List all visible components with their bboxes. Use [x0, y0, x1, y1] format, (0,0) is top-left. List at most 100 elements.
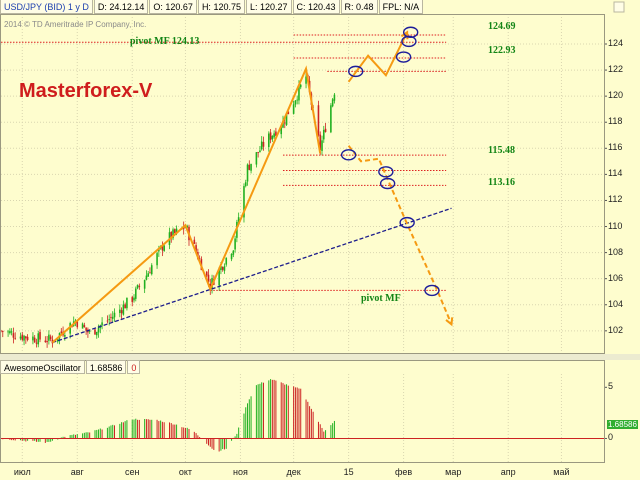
level-label-115-48: 115.48: [488, 145, 515, 156]
candle-body: [292, 104, 295, 114]
candle-body: [225, 257, 228, 265]
candle-body: [248, 164, 251, 170]
candle-body: [198, 258, 201, 260]
candle-body: [246, 164, 249, 182]
candle-body: [94, 329, 96, 335]
candle-body: [110, 317, 112, 319]
candle-body: [207, 274, 210, 282]
y-tick-label: 120: [608, 90, 624, 101]
candle-body: [285, 113, 288, 125]
level-label-113-16: 113.16: [488, 177, 515, 188]
candle-body: [172, 229, 174, 239]
y-tick-label: 124: [608, 37, 624, 48]
pivot-marker: [402, 26, 419, 38]
candle-body: [147, 273, 150, 277]
candle-body: [269, 132, 272, 140]
x-tick-label: дек: [286, 467, 301, 477]
candle-body: [163, 245, 165, 251]
y-tick-label: 110: [608, 220, 623, 231]
candle-body: [294, 100, 297, 105]
candle-body: [81, 323, 84, 329]
candle-body: [95, 331, 98, 336]
candle-body: [271, 135, 274, 140]
x-tick-label: мар: [445, 467, 462, 477]
y-tick-label: 118: [608, 116, 623, 127]
candle-body: [143, 279, 146, 289]
copyright-note: 2014 © TD Ameritrade IP Company, Inc.: [4, 20, 147, 29]
y-tick-label: 116: [608, 142, 623, 153]
candle-body: [108, 319, 110, 321]
candle-body: [298, 85, 300, 101]
y-tick-label: 114: [608, 168, 623, 179]
candle-body: [150, 265, 153, 275]
candle-body: [324, 128, 327, 132]
candle-body: [170, 231, 173, 239]
candle-body: [124, 304, 126, 309]
candle-body: [14, 337, 16, 339]
level-label-122-93: 122.93: [488, 45, 516, 56]
candle-body: [223, 266, 226, 271]
candle-body: [149, 272, 151, 274]
candle-body: [287, 111, 290, 115]
y-tick-label: 104: [608, 298, 624, 309]
candle-body: [12, 333, 15, 338]
candle-body: [220, 266, 222, 271]
candle-body: [64, 335, 66, 337]
candle-body: [21, 334, 24, 340]
candle-body: [7, 331, 9, 333]
candle-body: [218, 268, 220, 286]
x-tick-label: окт: [178, 467, 193, 477]
candle-body: [305, 76, 307, 84]
candle-body: [255, 152, 258, 165]
candle-body: [280, 127, 283, 135]
candle-body: [136, 284, 139, 289]
candle-body: [97, 327, 100, 333]
candle-body: [273, 133, 275, 138]
y-tick-label: 108: [608, 246, 624, 257]
candle-body: [268, 133, 270, 148]
x-tick-label: фев: [394, 467, 413, 477]
candle-body: [60, 331, 63, 333]
pivot-marker: [340, 149, 357, 161]
candle-body: [175, 228, 178, 233]
chart-title: Masterforex-V: [19, 80, 153, 102]
candle-body: [243, 186, 245, 218]
close-readout: C: 120.43: [292, 0, 340, 14]
candle-body: [106, 320, 109, 322]
candle-body: [299, 84, 302, 88]
price-candles: [0, 73, 336, 348]
candle-body: [101, 322, 103, 326]
oscillator-zero: 0: [127, 360, 141, 374]
oscillator-bars: [0, 379, 604, 452]
candle-body: [321, 140, 323, 151]
candle-body: [39, 331, 41, 340]
pivot-marker: [378, 166, 394, 178]
symbol-label[interactable]: USD/JPY (BID) 1 у D: [0, 0, 93, 14]
candle-body: [221, 267, 224, 270]
oscillator-current-badge: 1.68586: [607, 420, 638, 429]
low-readout: L: 120.27: [245, 0, 292, 14]
candle-body: [83, 325, 86, 328]
candle-body: [26, 336, 29, 340]
candle-body: [33, 337, 36, 343]
candle-body: [138, 285, 141, 287]
candle-body: [195, 245, 197, 253]
candle-body: [69, 323, 71, 334]
forecast-up-path: [347, 31, 408, 83]
candle-body: [134, 288, 137, 299]
oscillator-info-bar: AwesomeOscillator 1.68586 0: [0, 360, 141, 374]
candle-body: [275, 131, 277, 136]
candle-body: [1, 330, 4, 332]
candle-body: [230, 254, 233, 260]
y-tick-label: 106: [608, 272, 624, 283]
candle-body: [76, 321, 79, 328]
candle-body: [259, 150, 261, 153]
oscillator-panel-frame: [0, 360, 605, 463]
candle-body: [186, 226, 189, 228]
fpl-readout: FPL: N/A: [378, 0, 424, 14]
candle-body: [46, 341, 48, 343]
oscillator-name[interactable]: AwesomeOscillator: [0, 360, 85, 374]
candle-body: [145, 275, 148, 280]
x-tick-label: май: [553, 467, 570, 477]
